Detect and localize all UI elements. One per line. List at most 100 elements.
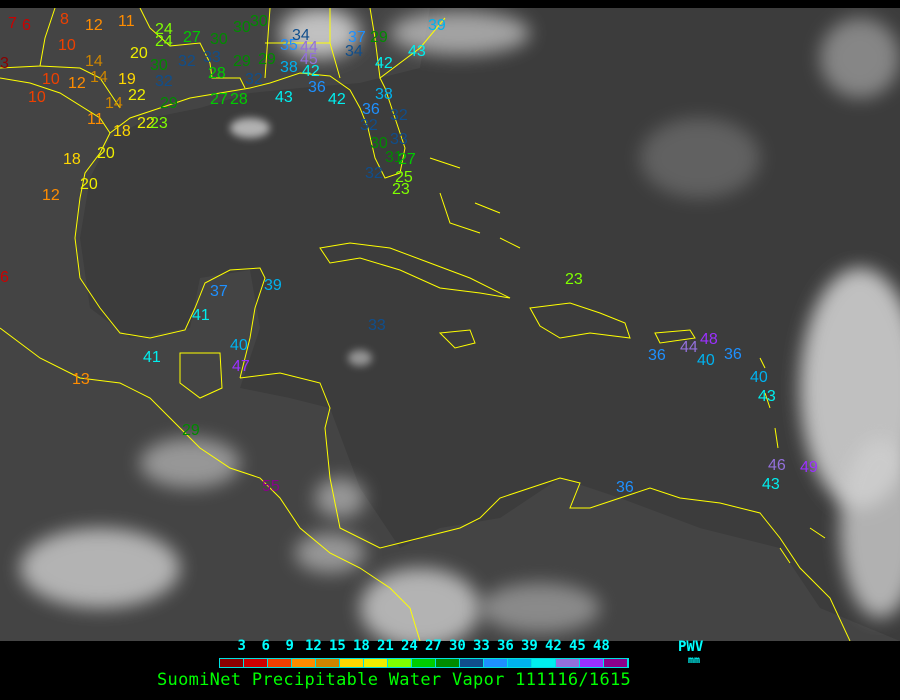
station-pwv-label: 12	[68, 75, 86, 92]
unit: mm	[688, 655, 701, 666]
color-swatch	[580, 659, 604, 667]
station-pwv-label: 32	[178, 53, 196, 70]
station-pwv-label: 29	[258, 51, 276, 68]
legend: 3 6 9 12 15 18 21 24 27 30 33 36 39 42 45 48 PWV mm Suo…	[0, 638, 900, 700]
cloud-cover	[20, 8, 900, 641]
map-title: SuomiNet Precipitable Water Vapor 111116…	[157, 670, 632, 690]
station-pwv-label: 35	[280, 37, 298, 54]
station-pwv-label: 20	[130, 45, 148, 62]
station-pwv-label: 30	[210, 31, 228, 48]
color-swatch	[316, 659, 340, 667]
station-pwv-label: 31	[385, 149, 403, 166]
station-pwv-label: 3	[0, 55, 9, 72]
station-pwv-label: 32	[365, 165, 383, 182]
legend-tick: 12	[305, 638, 322, 654]
station-pwv-label: 10	[42, 71, 60, 88]
station-pwv-label: 47	[232, 358, 250, 375]
station-pwv-label: 29	[370, 29, 388, 46]
legend-tick: 6	[261, 638, 270, 654]
color-swatch	[292, 659, 316, 667]
station-pwv-label: 11	[118, 13, 135, 30]
station-pwv-label: 36	[362, 101, 380, 118]
color-swatch	[364, 659, 388, 667]
station-pwv-label: 32	[390, 107, 408, 124]
station-pwv-label: 11	[87, 111, 104, 128]
station-pwv-label: 40	[697, 352, 715, 369]
station-pwv-label: 40	[750, 369, 768, 386]
legend-tick: 30	[449, 638, 466, 654]
station-pwv-label: 28	[230, 91, 248, 108]
station-pwv-label: 34	[345, 43, 363, 60]
station-pwv-label: 27	[183, 29, 201, 46]
station-pwv-label: 33	[203, 49, 221, 66]
color-swatch	[436, 659, 460, 667]
legend-tick: 21	[377, 638, 394, 654]
station-pwv-label: 43	[762, 476, 780, 493]
station-pwv-label: 29	[233, 53, 251, 70]
station-pwv-label: 32	[155, 73, 173, 90]
color-swatch	[244, 659, 268, 667]
station-pwv-label: 14	[90, 69, 108, 86]
station-pwv-label: 44	[680, 339, 698, 356]
station-pwv-label: 33	[368, 317, 386, 334]
station-pwv-label: 44	[300, 39, 318, 56]
station-pwv-label: 36	[648, 347, 666, 364]
station-pwv-label: 29	[182, 422, 200, 439]
color-swatch	[340, 659, 364, 667]
legend-tick: 15	[329, 638, 346, 654]
station-pwv-label: 42	[328, 91, 346, 108]
station-pwv-label: 19	[118, 71, 136, 88]
station-pwv-label: 23	[150, 115, 168, 132]
station-pwv-label: 7	[8, 15, 17, 32]
legend-tick: 27	[425, 638, 442, 654]
station-pwv-label: 43	[275, 89, 293, 106]
station-pwv-label: 42	[302, 63, 320, 80]
color-swatch	[268, 659, 292, 667]
station-pwv-label: 13	[72, 371, 90, 388]
station-pwv-label: 10	[58, 37, 76, 54]
station-pwv-label: 27	[398, 151, 416, 168]
station-pwv-label: 30	[250, 13, 268, 30]
legend-tick: 3	[237, 638, 246, 654]
station-pwv-label: 10	[28, 89, 46, 106]
station-pwv-label: 20	[80, 176, 98, 193]
station-pwv-label: 36	[724, 346, 742, 363]
unit-label: PWV	[678, 639, 704, 655]
station-pwv-label: 30	[370, 135, 388, 152]
station-pwv-label: 39	[428, 17, 446, 34]
station-pwv-label: 43	[758, 388, 776, 405]
station-pwv-label: 33	[390, 131, 408, 148]
color-swatch	[412, 659, 436, 667]
legend-tick: 9	[285, 638, 294, 654]
station-pwv-label: 12	[85, 17, 103, 34]
legend-tick: 24	[401, 638, 418, 654]
station-pwv-label: 25	[395, 169, 413, 186]
station-pwv-label: 37	[210, 283, 228, 300]
station-pwv-label: 41	[192, 307, 210, 324]
station-pwv-label: 38	[280, 59, 298, 76]
legend-tick: 48	[593, 638, 610, 654]
station-pwv-label: 29	[160, 95, 178, 112]
station-pwv-label: 38	[375, 86, 393, 103]
station-pwv-label: 28	[208, 65, 226, 82]
legend-tick: 33	[473, 638, 490, 654]
legend-tick: 18	[353, 638, 370, 654]
station-pwv-label: 23	[565, 271, 583, 288]
station-pwv-label: 42	[375, 55, 393, 72]
legend-tick: 39	[521, 638, 538, 654]
station-pwv-label: 36	[308, 79, 326, 96]
station-pwv-label: 39	[264, 277, 282, 294]
color-swatch	[508, 659, 532, 667]
color-swatch	[388, 659, 412, 667]
station-pwv-label: 27	[210, 91, 228, 108]
station-pwv-label: 18	[63, 151, 81, 168]
station-pwv-label: 6	[22, 17, 31, 34]
station-pwv-label: 6	[0, 269, 9, 286]
station-pwv-label: 37	[348, 29, 366, 46]
station-pwv-label: 12	[42, 187, 60, 204]
station-pwv-label: 14	[105, 95, 123, 112]
station-pwv-label: 32	[245, 71, 263, 88]
legend-tick: 42	[545, 638, 562, 654]
